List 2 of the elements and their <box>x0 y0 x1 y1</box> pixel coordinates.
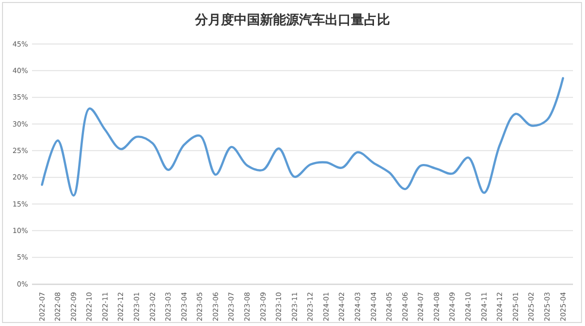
chart-title: 分月度中国新能源汽车出口量占比 <box>194 12 390 28</box>
line-series <box>40 77 564 197</box>
